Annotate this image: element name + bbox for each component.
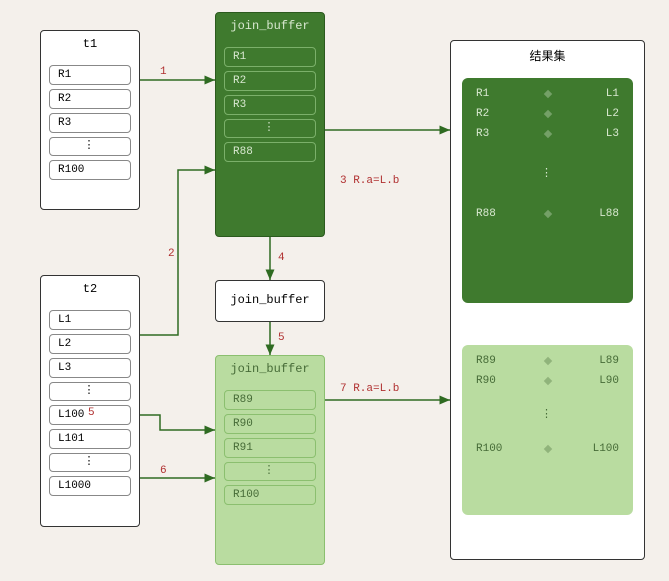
diamond-icon: [543, 110, 551, 118]
t1-cell: R2: [49, 89, 131, 109]
t2-cell: L1: [49, 310, 131, 330]
jb1-cell: R3: [224, 95, 316, 115]
edge-label-6: 6: [160, 465, 167, 477]
jb-mid-title: join_buffer: [216, 281, 324, 319]
edge-label-5b: 5: [88, 407, 95, 419]
jb1-ellipsis: ⋮: [224, 119, 316, 138]
jb2-ellipsis: ⋮: [224, 462, 316, 481]
edge-label-3: 3 R.a=L.b: [340, 175, 399, 187]
join-buffer-2: join_buffer R89 R90 R91 ⋮ R100: [215, 355, 325, 565]
result-pane-1: R1L1 R2L2 R3L3 ⋮ R88L88: [462, 78, 633, 303]
diamond-icon: [543, 445, 551, 453]
edge-label-2: 2: [168, 248, 175, 260]
table-t2: t2 L1 L2 L3 ⋮ L100 L101 ⋮ L1000: [40, 275, 140, 527]
jb1-cell: R88: [224, 142, 316, 162]
result-row: R3L3: [462, 124, 633, 144]
result-row: R100L100: [462, 439, 633, 459]
result-pane-2: R89L89 R90L90 ⋮ R100L100: [462, 345, 633, 515]
jb1-cell: R1: [224, 47, 316, 67]
jb1-title: join_buffer: [216, 13, 324, 43]
t1-cell: R3: [49, 113, 131, 133]
t2-ellipsis: ⋮: [49, 453, 131, 472]
result-row: R2L2: [462, 104, 633, 124]
t2-cell: L3: [49, 358, 131, 378]
jb2-cell: R90: [224, 414, 316, 434]
diamond-icon: [543, 357, 551, 365]
jb1-cell: R2: [224, 71, 316, 91]
result-ellipsis: ⋮: [462, 144, 633, 204]
t2-title: t2: [41, 276, 139, 306]
edge-label-5: 5: [278, 332, 285, 344]
t1-cell: R1: [49, 65, 131, 85]
jb2-title: join_buffer: [216, 356, 324, 386]
t1-ellipsis: ⋮: [49, 137, 131, 156]
result-row: R88L88: [462, 204, 633, 224]
diamond-icon: [543, 130, 551, 138]
jb2-cell: R100: [224, 485, 316, 505]
result-title: 结果集: [451, 41, 644, 74]
result-row: R1L1: [462, 84, 633, 104]
t2-ellipsis: ⋮: [49, 382, 131, 401]
edge-label-4: 4: [278, 252, 285, 264]
result-ellipsis: ⋮: [462, 391, 633, 439]
edge-label-7: 7 R.a=L.b: [340, 383, 399, 395]
diamond-icon: [543, 90, 551, 98]
t2-cell: L1000: [49, 476, 131, 496]
result-row: R90L90: [462, 371, 633, 391]
t1-title: t1: [41, 31, 139, 61]
t2-cell: L101: [49, 429, 131, 449]
table-t1: t1 R1 R2 R3 ⋮ R100: [40, 30, 140, 210]
t2-cell: L2: [49, 334, 131, 354]
jb2-cell: R91: [224, 438, 316, 458]
t1-cell: R100: [49, 160, 131, 180]
diamond-icon: [543, 377, 551, 385]
join-buffer-mid: join_buffer: [215, 280, 325, 322]
join-buffer-1: join_buffer R1 R2 R3 ⋮ R88: [215, 12, 325, 237]
edge-label-1: 1: [160, 66, 167, 78]
diamond-icon: [543, 210, 551, 218]
result-row: R89L89: [462, 351, 633, 371]
jb2-cell: R89: [224, 390, 316, 410]
